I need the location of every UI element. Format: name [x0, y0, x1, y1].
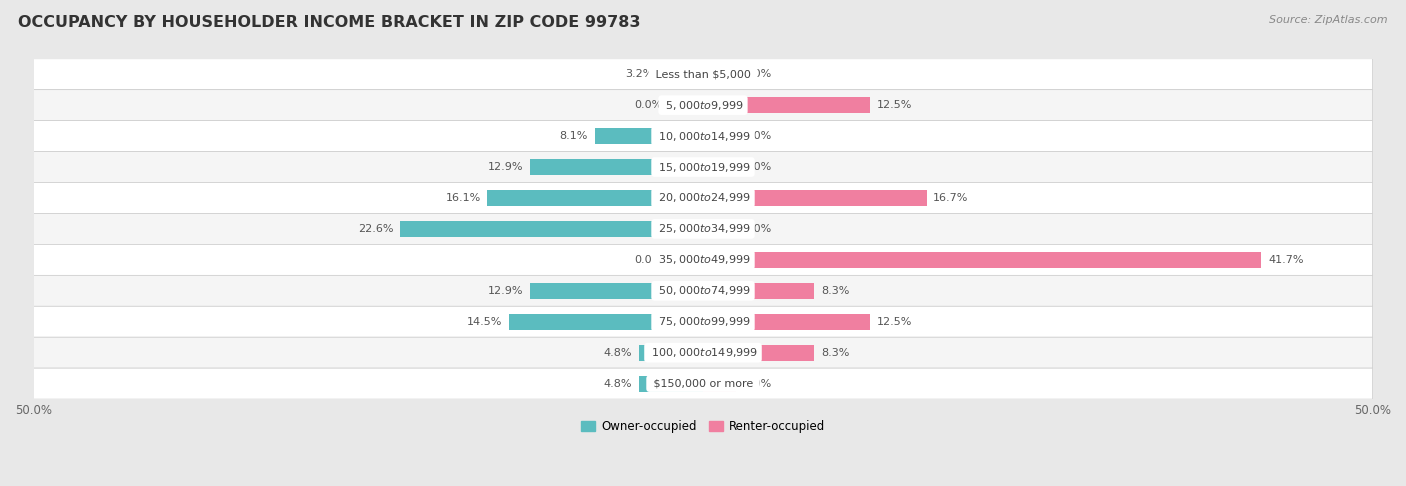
Text: Source: ZipAtlas.com: Source: ZipAtlas.com [1270, 15, 1388, 25]
Text: 12.5%: 12.5% [877, 100, 912, 110]
Bar [530, 283, 703, 299]
Bar [703, 190, 927, 206]
Bar [509, 313, 703, 330]
Text: $100,000 to $149,999: $100,000 to $149,999 [648, 346, 758, 359]
Bar [669, 97, 703, 113]
Text: $5,000 to $9,999: $5,000 to $9,999 [662, 99, 744, 112]
Text: 8.1%: 8.1% [560, 131, 588, 141]
FancyBboxPatch shape [34, 152, 1372, 183]
Bar [703, 283, 814, 299]
Bar [703, 252, 1261, 268]
Text: $75,000 to $99,999: $75,000 to $99,999 [655, 315, 751, 328]
Text: 12.9%: 12.9% [488, 162, 523, 172]
Text: 0.0%: 0.0% [744, 224, 772, 234]
Text: 8.3%: 8.3% [821, 286, 849, 296]
Text: 22.6%: 22.6% [359, 224, 394, 234]
Text: 14.5%: 14.5% [467, 317, 502, 327]
Bar [488, 190, 703, 206]
Text: $10,000 to $14,999: $10,000 to $14,999 [655, 130, 751, 142]
Text: $150,000 or more: $150,000 or more [650, 379, 756, 389]
Text: 8.3%: 8.3% [821, 347, 849, 358]
FancyBboxPatch shape [34, 121, 1372, 152]
Bar [595, 128, 703, 144]
Text: 0.0%: 0.0% [744, 69, 772, 79]
Text: 0.0%: 0.0% [634, 255, 662, 265]
Bar [703, 376, 737, 392]
Text: 16.7%: 16.7% [934, 193, 969, 203]
Text: 0.0%: 0.0% [744, 162, 772, 172]
Bar [703, 345, 814, 361]
FancyBboxPatch shape [34, 368, 1372, 399]
Bar [638, 376, 703, 392]
Text: $20,000 to $24,999: $20,000 to $24,999 [655, 191, 751, 205]
Bar [530, 159, 703, 175]
Text: $50,000 to $74,999: $50,000 to $74,999 [655, 284, 751, 297]
FancyBboxPatch shape [34, 59, 1372, 90]
Bar [669, 252, 703, 268]
Text: OCCUPANCY BY HOUSEHOLDER INCOME BRACKET IN ZIP CODE 99783: OCCUPANCY BY HOUSEHOLDER INCOME BRACKET … [18, 15, 641, 30]
Bar [703, 128, 737, 144]
FancyBboxPatch shape [34, 183, 1372, 213]
Text: 0.0%: 0.0% [744, 379, 772, 389]
Bar [638, 345, 703, 361]
FancyBboxPatch shape [34, 337, 1372, 368]
Legend: Owner-occupied, Renter-occupied: Owner-occupied, Renter-occupied [576, 415, 830, 437]
FancyBboxPatch shape [34, 276, 1372, 306]
Bar [703, 159, 737, 175]
FancyBboxPatch shape [34, 306, 1372, 337]
Text: 16.1%: 16.1% [446, 193, 481, 203]
FancyBboxPatch shape [34, 213, 1372, 244]
Text: 12.9%: 12.9% [488, 286, 523, 296]
Text: $15,000 to $19,999: $15,000 to $19,999 [655, 160, 751, 174]
Text: Less than $5,000: Less than $5,000 [652, 69, 754, 79]
FancyBboxPatch shape [34, 90, 1372, 121]
Text: 0.0%: 0.0% [744, 131, 772, 141]
Text: $35,000 to $49,999: $35,000 to $49,999 [655, 253, 751, 266]
FancyBboxPatch shape [34, 244, 1372, 276]
Text: 41.7%: 41.7% [1268, 255, 1303, 265]
Text: $25,000 to $34,999: $25,000 to $34,999 [655, 223, 751, 235]
Text: 12.5%: 12.5% [877, 317, 912, 327]
Bar [703, 221, 737, 237]
Text: 4.8%: 4.8% [603, 379, 633, 389]
Bar [703, 313, 870, 330]
Bar [703, 66, 737, 82]
Bar [703, 97, 870, 113]
Bar [661, 66, 703, 82]
Text: 3.2%: 3.2% [626, 69, 654, 79]
Text: 0.0%: 0.0% [634, 100, 662, 110]
Bar [401, 221, 703, 237]
Text: 4.8%: 4.8% [603, 347, 633, 358]
